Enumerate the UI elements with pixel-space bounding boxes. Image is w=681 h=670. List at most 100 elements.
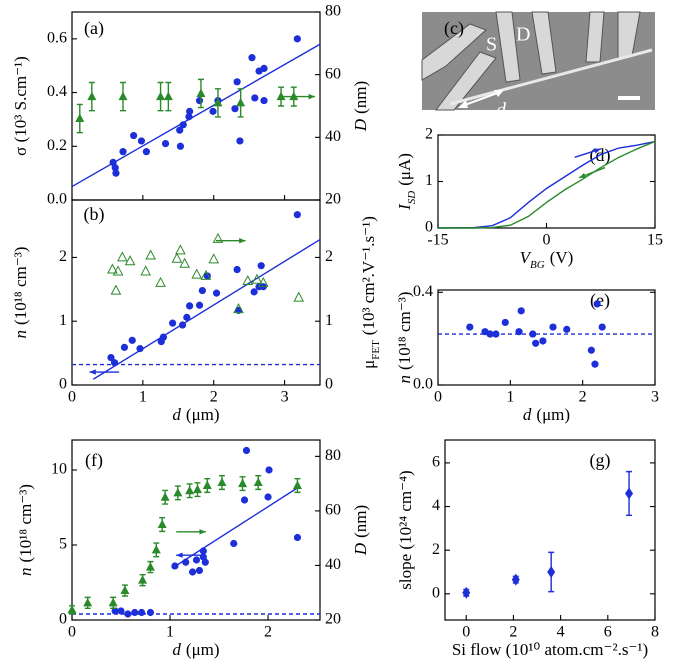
data-point bbox=[156, 91, 166, 101]
axis-label: n (10¹⁸ cm⁻³) bbox=[395, 292, 414, 384]
sem-image: (c) S D d bbox=[421, 11, 655, 122]
data-line bbox=[92, 238, 321, 380]
data-point bbox=[171, 252, 183, 263]
data-point bbox=[146, 608, 155, 617]
axis-label: n (10¹⁸ cm⁻³) bbox=[16, 484, 35, 576]
data-point bbox=[257, 276, 269, 287]
data-point bbox=[200, 269, 212, 280]
data-point bbox=[511, 573, 520, 586]
data-point bbox=[598, 323, 606, 331]
y2-tick-label: 2 bbox=[325, 248, 333, 265]
y-tick-label: 2 bbox=[425, 126, 433, 143]
data-point bbox=[124, 255, 136, 266]
panel: 0.0 0.2 0.4 0.6 20 40 60 80 (a) bbox=[47, 3, 341, 208]
x-tick-label: 8 bbox=[651, 624, 659, 641]
data-point bbox=[67, 604, 77, 614]
data-point bbox=[75, 113, 85, 123]
electrode bbox=[585, 11, 605, 63]
data-point bbox=[188, 568, 197, 576]
panel-label: (a) bbox=[84, 18, 104, 39]
data-point bbox=[242, 274, 254, 286]
data-point bbox=[137, 137, 146, 145]
plot-frame bbox=[71, 439, 321, 621]
arrow-head bbox=[176, 552, 183, 558]
axis-unit: (nm) bbox=[351, 505, 370, 538]
y-tick-label: 0.0 bbox=[413, 376, 433, 393]
data-point bbox=[155, 276, 166, 287]
axis-unit: (μm) bbox=[536, 405, 570, 424]
axis-symbol: n bbox=[16, 567, 35, 576]
axis-unit: (μm) bbox=[186, 640, 220, 659]
source-label: S bbox=[486, 34, 497, 56]
data-point bbox=[462, 586, 471, 599]
x-tick-label: 6 bbox=[604, 624, 612, 641]
data-point bbox=[201, 558, 209, 566]
x-tick-label: 2 bbox=[264, 624, 272, 641]
axis-symbol: V bbox=[520, 248, 533, 267]
arrow-head bbox=[579, 172, 587, 178]
y-tick-label: 5 bbox=[59, 536, 67, 553]
data-point bbox=[83, 597, 93, 607]
data-point bbox=[179, 257, 190, 268]
distance-label: d bbox=[496, 100, 507, 122]
y-tick-label: 4 bbox=[432, 497, 440, 514]
electrode bbox=[434, 51, 497, 111]
x-tick-label: 2 bbox=[509, 624, 517, 641]
data-point bbox=[248, 54, 256, 62]
y-tick-label: 0.4 bbox=[47, 83, 67, 100]
arrow-head bbox=[199, 529, 206, 535]
x-tick-label: 0 bbox=[68, 624, 76, 641]
data-point bbox=[175, 244, 186, 255]
axis-unit: (10³ cm².V⁻¹.s⁻¹) bbox=[359, 216, 378, 335]
data-point bbox=[501, 318, 509, 327]
data-point bbox=[217, 477, 227, 487]
axis-label: d (μm) bbox=[172, 640, 219, 659]
y-tick-label: 0 bbox=[59, 376, 67, 393]
data-point bbox=[108, 597, 118, 607]
data-point bbox=[137, 608, 146, 617]
axis-unit: (V) bbox=[550, 248, 574, 267]
x-tick-label: 15 bbox=[647, 232, 663, 249]
data-point bbox=[230, 539, 238, 548]
data-line bbox=[438, 140, 656, 229]
data-point bbox=[176, 126, 184, 134]
x-tick-label: 4 bbox=[557, 624, 565, 641]
data-point bbox=[466, 323, 474, 331]
data-point bbox=[169, 319, 177, 327]
panel-label: (f) bbox=[85, 450, 103, 471]
data-point bbox=[292, 480, 302, 490]
y-tick-label: 2 bbox=[432, 541, 440, 558]
x-tick-label: 3 bbox=[651, 389, 659, 406]
axis-label: VBG (V) bbox=[520, 248, 574, 271]
axis-label: Si flow (10¹⁰ atom.cm⁻².s⁻¹) bbox=[452, 640, 648, 659]
data-point bbox=[112, 169, 120, 177]
data-point bbox=[192, 556, 201, 564]
data-point bbox=[87, 91, 97, 101]
y-tick-label: 0 bbox=[425, 219, 433, 236]
y2-tick-label: 1 bbox=[325, 312, 333, 329]
data-point bbox=[265, 466, 273, 474]
data-point bbox=[233, 303, 244, 314]
data-point bbox=[185, 485, 195, 495]
data-point bbox=[128, 336, 136, 344]
arrow-head bbox=[458, 100, 468, 108]
y2-tick-label: 80 bbox=[325, 3, 341, 20]
data-point bbox=[251, 273, 263, 284]
y2-tick-label: 40 bbox=[325, 128, 341, 145]
data-point bbox=[257, 262, 265, 270]
y-tick-label: 1 bbox=[59, 312, 67, 329]
x-tick-label: 1 bbox=[506, 389, 514, 406]
data-point bbox=[212, 289, 221, 297]
arrow-head bbox=[494, 90, 504, 97]
data-point bbox=[209, 107, 217, 115]
data-point bbox=[195, 566, 204, 575]
panel-label: (b) bbox=[84, 204, 105, 225]
data-point bbox=[587, 346, 595, 354]
data-point bbox=[240, 496, 249, 504]
x-tick-label: 2 bbox=[579, 389, 587, 406]
x-tick-label: 2 bbox=[210, 389, 218, 406]
data-point bbox=[118, 91, 128, 101]
axis-subscript: BG bbox=[530, 259, 545, 271]
data-point bbox=[142, 148, 150, 156]
data-point bbox=[233, 78, 241, 86]
